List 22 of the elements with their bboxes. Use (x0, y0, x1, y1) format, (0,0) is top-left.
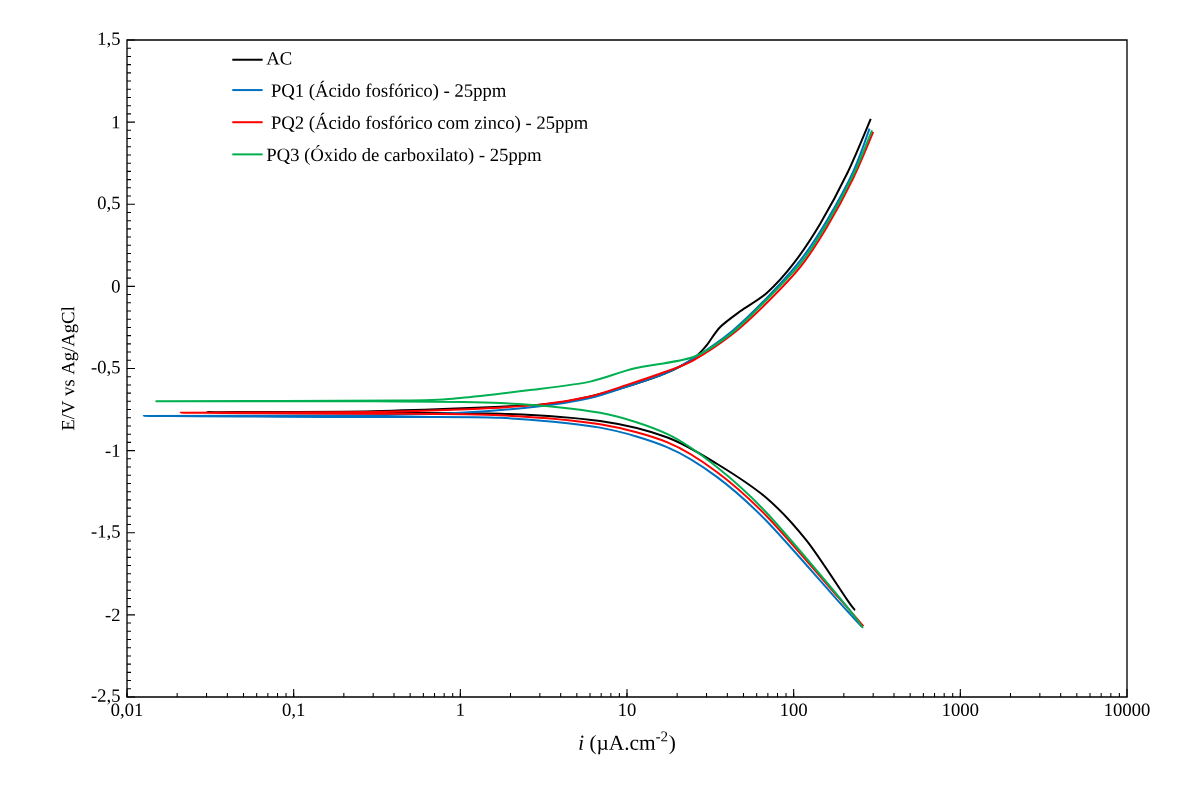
y-tick-label: 1,5 (98, 32, 120, 48)
x-tick-label: 0,1 (282, 703, 305, 719)
y-tick-label: -0,5 (91, 360, 120, 377)
x-tick-label: 10 (619, 703, 636, 717)
legend-label: AC (266, 52, 292, 65)
x-tick-label: 100 (781, 703, 807, 717)
x-tick-label: 10000 (1105, 703, 1150, 717)
y-tick-label: 0,5 (97, 196, 120, 212)
y-tick-label: 0 (111, 280, 120, 293)
y-tick-label: -2,5 (91, 689, 120, 705)
legend-label: PQ2 (Ácido fosfórico com zinco) - 25ppm (271, 112, 588, 133)
x-axis-title: i (µA.cm$^{-2}$) (579, 731, 675, 755)
x-tick-label: 1 (457, 703, 464, 716)
y-tick-label: 1 (112, 115, 120, 129)
x-tick-label: 0,01 (111, 703, 143, 719)
legend-label: PQ1 (Ácido fosfórico) - 25ppm (271, 80, 507, 101)
y-tick-label: -2 (105, 608, 120, 622)
y-tick-label: -1 (105, 444, 120, 457)
y-axis-title: E/V vs Ag/AgCl (61, 306, 79, 431)
legend-label: PQ3 (Óxido de carboxilato) - 25ppm (266, 144, 542, 165)
x-tick-label: 1000 (943, 703, 979, 717)
y-tick-label: -1,5 (91, 525, 120, 541)
